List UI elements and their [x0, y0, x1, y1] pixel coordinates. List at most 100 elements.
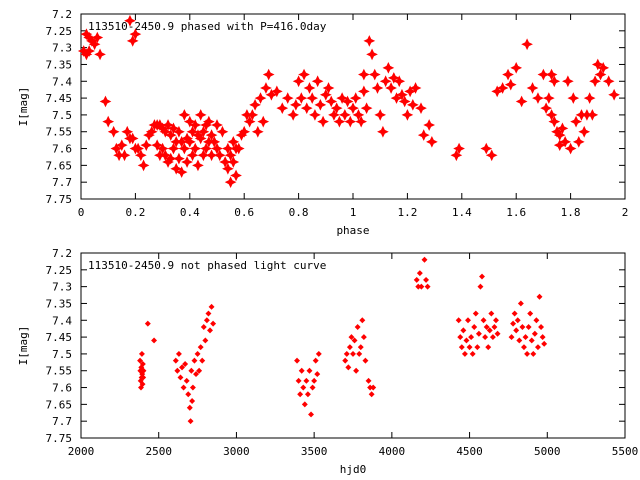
data-point [205, 129, 218, 141]
data-point [295, 92, 308, 104]
data-point [406, 98, 419, 111]
data-point [424, 283, 431, 290]
data-point [197, 125, 210, 138]
data-point [118, 149, 131, 162]
data-point [174, 367, 181, 374]
data-point [545, 68, 558, 81]
data-point [516, 337, 523, 344]
chart-title: 113510-2450.9 phased with P=416.0day [88, 20, 327, 33]
data-point [287, 109, 300, 121]
x-tick-label: 4500 [456, 445, 483, 458]
data-point [353, 367, 360, 374]
unphased-light-curve-panel: 7.2 7.25 7.3 7.35 7.4 7.45 7.5 7.55 7.6 7.65 7.7 7.… [17, 247, 638, 476]
data-point [137, 357, 144, 364]
data-point [94, 48, 106, 61]
data-point [515, 95, 528, 108]
data-point [528, 337, 535, 344]
data-point [534, 344, 541, 351]
data-point [189, 398, 196, 404]
data-point [134, 149, 147, 162]
data-point [254, 92, 267, 104]
data-point [426, 135, 438, 148]
data-point [303, 82, 316, 94]
data-point [458, 344, 465, 351]
data-point [358, 85, 370, 98]
data-point [208, 303, 215, 310]
data-point [496, 82, 509, 94]
data-point [489, 334, 496, 341]
data-point [477, 283, 484, 290]
data-point [521, 344, 527, 351]
data-point [450, 149, 463, 162]
data-point [330, 102, 343, 115]
data-point [311, 75, 324, 88]
data-point [311, 377, 318, 384]
data-point [537, 68, 550, 81]
data-point [308, 411, 314, 418]
data-point [494, 330, 501, 337]
data-point [365, 377, 372, 384]
data-point [224, 149, 237, 162]
data-point [159, 149, 172, 162]
data-point [533, 317, 540, 324]
data-point [342, 357, 349, 364]
data-point [539, 334, 546, 341]
data-point [480, 142, 493, 155]
data-point [350, 350, 356, 357]
data-point [137, 159, 150, 172]
y-tick-label: 7.3 [52, 281, 72, 294]
data-point [211, 119, 223, 131]
data-point [99, 95, 112, 108]
data-point [572, 135, 585, 148]
data-point [180, 384, 187, 391]
data-point [216, 125, 229, 138]
data-point [126, 132, 139, 145]
data-point [608, 88, 620, 101]
data-point [521, 38, 533, 51]
data-point [189, 142, 202, 155]
y-tick-label: 7.75 [46, 432, 73, 445]
data-point [196, 367, 203, 374]
data-point [186, 149, 199, 162]
data-point [144, 320, 151, 327]
data-point [213, 149, 226, 162]
data-point [559, 135, 572, 148]
data-point [542, 92, 555, 104]
data-point [227, 135, 240, 148]
x-tick-label: 0.8 [289, 206, 309, 219]
data-point [526, 82, 539, 94]
data-point [371, 82, 384, 94]
data-point [270, 85, 283, 98]
x-tick-label: 1.6 [506, 206, 526, 219]
y-tick-label: 7.7 [52, 176, 72, 189]
y-tick-label: 7.2 [52, 247, 72, 260]
data-point [304, 391, 311, 398]
y-tick-label: 7.5 [52, 348, 72, 361]
data-point [178, 109, 191, 121]
y-tick-label: 7.5 [52, 109, 72, 122]
data-point [301, 401, 308, 408]
data-point [545, 109, 558, 121]
data-point [205, 149, 218, 162]
x-tick-label: 2 [622, 206, 629, 219]
data-point [421, 256, 428, 263]
data-point [591, 58, 604, 71]
data-point [423, 119, 436, 131]
data-point [197, 149, 210, 162]
data-point [418, 283, 425, 290]
data-point [578, 125, 591, 138]
data-point [88, 38, 101, 51]
data-point [514, 317, 521, 324]
data-point [238, 125, 251, 138]
data-point [91, 31, 104, 44]
data-point [541, 340, 548, 347]
data-point [314, 98, 327, 111]
x-tick-label: 5500 [612, 445, 639, 458]
data-point [183, 377, 190, 384]
data-point [357, 344, 364, 351]
data-point [126, 35, 139, 47]
data-point [374, 109, 387, 121]
data-point [409, 82, 422, 94]
y-tick-label: 7.65 [46, 159, 73, 172]
